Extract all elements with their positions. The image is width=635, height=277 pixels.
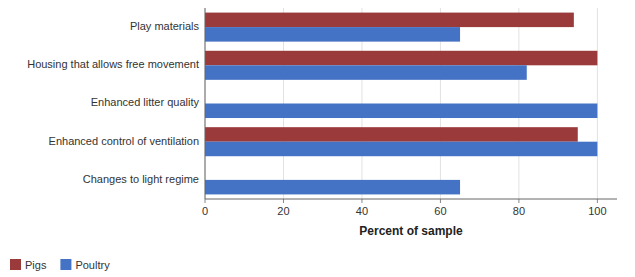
x-axis-line	[205, 199, 617, 200]
legend: Pigs Poultry	[10, 259, 110, 271]
chart: 0 20 40 60 80 100 Changes to light regime Enhan…	[0, 0, 635, 277]
category-label: Play materials	[130, 20, 200, 32]
legend-swatch	[60, 259, 71, 270]
bar	[205, 65, 527, 80]
tick-mark	[597, 199, 598, 203]
grid	[205, 8, 597, 199]
tick-label: 0	[202, 205, 208, 217]
legend-label: Poultry	[75, 259, 110, 271]
y-axis-line	[205, 8, 206, 199]
tick-label: 80	[513, 205, 525, 217]
tick-label: 20	[277, 205, 289, 217]
tick-label: 40	[356, 205, 368, 217]
category-label: Enhanced litter quality	[91, 96, 200, 108]
legend-swatch	[10, 259, 21, 270]
tick-label: 60	[434, 205, 446, 217]
bars	[205, 13, 597, 195]
tick-mark	[283, 199, 284, 203]
legend-label: Pigs	[25, 259, 47, 271]
bar	[205, 13, 574, 28]
bar	[205, 104, 597, 119]
chart-container: 0 20 40 60 80 100 Changes to light regime Enhan…	[0, 0, 635, 277]
tick-mark	[361, 199, 362, 203]
bar	[205, 27, 460, 42]
category-label: Housing that allows free movement	[27, 58, 199, 70]
tick-mark	[440, 199, 441, 203]
bar	[205, 142, 597, 157]
bar	[205, 127, 578, 142]
category-label: Enhanced control of ventilation	[49, 135, 199, 147]
grid-line	[205, 8, 206, 199]
tick-mark	[518, 199, 519, 203]
x-axis-label: Percent of sample	[359, 224, 463, 238]
bar	[205, 51, 597, 66]
category-label: Changes to light regime	[83, 173, 199, 185]
bar	[205, 180, 460, 195]
tick-mark	[205, 199, 206, 203]
tick-label: 100	[588, 205, 606, 217]
